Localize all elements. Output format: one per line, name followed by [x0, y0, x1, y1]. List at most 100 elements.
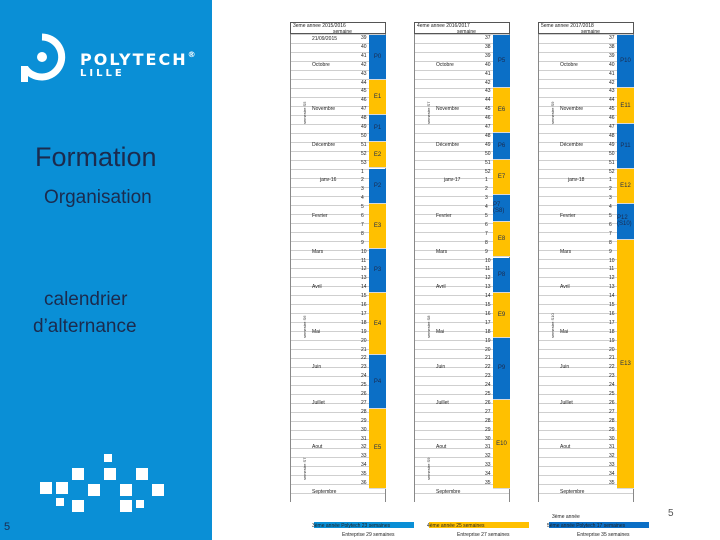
week-number: 16	[361, 302, 367, 308]
week-header: semaine	[333, 29, 352, 35]
week-number: 3	[361, 186, 364, 193]
year-title: 4eme annee 2016/2017	[417, 23, 470, 29]
week-number: 53	[361, 159, 367, 166]
school-period: P11	[617, 124, 634, 169]
month-label: Mars	[312, 248, 324, 255]
title-calendar-line2: d’alternance	[33, 316, 137, 337]
month-label: Mai	[312, 328, 321, 335]
month-label: Juin	[312, 364, 322, 371]
polytech-logo-icon	[21, 33, 66, 82]
calendar-column: 3eme annee 2015/2016 semaine 21/09/2015 Oct…	[290, 22, 386, 502]
week-number: 14	[609, 293, 615, 300]
calendar-column: 5eme annee 2017/2018 semaine Octobre Novemb…	[538, 22, 634, 502]
month-label: janv-17	[444, 177, 461, 184]
school-period: P2	[369, 168, 386, 205]
week-number: 32	[609, 453, 615, 460]
blue-panel-low	[0, 388, 212, 540]
week-number: 50	[609, 150, 615, 157]
page-number-right: 5	[668, 508, 674, 519]
semester-label: semestre S9	[550, 101, 555, 124]
week-number: 18	[485, 328, 491, 335]
week-number: 3	[485, 195, 488, 202]
week-number: 13	[609, 284, 615, 291]
company-period: E7	[493, 159, 510, 196]
company-period: E13	[617, 239, 634, 489]
week-number: 17	[609, 319, 615, 326]
week-number: 17	[361, 310, 367, 317]
week-number: 24	[609, 382, 615, 389]
week-number: 5	[485, 213, 488, 219]
semester-label: semestre S10	[550, 312, 555, 338]
week-number: 27	[485, 408, 491, 415]
company-period: E6	[493, 88, 510, 133]
week-number: 8	[361, 230, 364, 237]
school-period: P8	[493, 257, 510, 294]
title-formation: Formation	[35, 142, 157, 172]
week-number: 46	[361, 97, 367, 104]
school-period: P4	[369, 355, 386, 409]
week-number: 22	[485, 364, 491, 371]
week-number: 24	[485, 382, 491, 389]
month-label: Avril	[312, 284, 322, 291]
week-number: 47	[609, 124, 615, 130]
legend-sub-entry: Entreprise 29 semaines	[342, 532, 395, 538]
month-label: Juin	[560, 364, 570, 371]
week-number: 26	[609, 399, 615, 406]
week-number: 33	[485, 462, 491, 469]
school-period: P0	[369, 35, 386, 80]
week-number: 29	[485, 426, 491, 433]
week-number: 45	[485, 106, 491, 113]
week-number: 14	[361, 284, 367, 291]
page-number-left: 5	[4, 521, 11, 533]
start-date: 21/09/2015	[312, 36, 338, 42]
week-number: 40	[609, 61, 615, 68]
week-number: 32	[485, 453, 491, 460]
month-label: Novembre	[312, 106, 336, 113]
week-number: 30	[361, 426, 367, 433]
week-number: 29	[609, 426, 615, 433]
month-label: Septembre	[560, 488, 585, 495]
week-number: 6	[485, 221, 488, 228]
month-label: Juillet	[560, 399, 573, 406]
week-number: 15	[361, 293, 367, 300]
week-number: 52	[609, 168, 615, 175]
month-label: Juillet	[436, 399, 449, 406]
week-number: 3	[609, 195, 612, 202]
week-number: 8	[485, 239, 488, 246]
month-label: Décembre	[436, 141, 460, 148]
week-number: 25	[361, 382, 367, 389]
month-label: Mai	[436, 328, 445, 335]
week-number: 23	[609, 373, 615, 380]
week-number: 44	[485, 97, 491, 104]
school-period: P10	[617, 35, 634, 89]
week-number: 30	[609, 435, 615, 442]
week-number: 42	[361, 61, 367, 68]
week-header: semaine	[457, 29, 476, 35]
week-number: 44	[361, 79, 367, 86]
week-number: 29	[361, 417, 367, 424]
company-period: E4	[369, 293, 386, 356]
week-number: 21	[485, 355, 491, 362]
week-number: 36	[361, 480, 367, 486]
week-number: 34	[361, 462, 367, 469]
month-label: Fevrier	[560, 213, 576, 219]
week-header: semaine	[581, 29, 600, 35]
week-number: 43	[609, 88, 615, 95]
week-number: 13	[361, 275, 367, 282]
calendar-column: 4eme annee 2016/2017 semaine Octobre Novemb…	[414, 22, 510, 502]
company-period: E10	[493, 399, 510, 489]
week-number: 49	[485, 141, 491, 148]
week-number: 28	[609, 417, 615, 424]
week-number: 41	[485, 70, 491, 77]
week-number: 41	[609, 70, 615, 77]
week-number: 40	[361, 43, 367, 50]
semester-label: semestre S6	[302, 315, 307, 338]
week-number: 10	[361, 248, 367, 255]
week-number: 28	[361, 408, 367, 415]
week-number: 38	[485, 43, 491, 50]
week-number: 20	[485, 346, 491, 353]
week-number: 35	[609, 480, 615, 486]
week-number: 27	[609, 408, 615, 415]
week-number: 49	[361, 124, 367, 130]
semester-label: semestre S8	[426, 315, 431, 338]
